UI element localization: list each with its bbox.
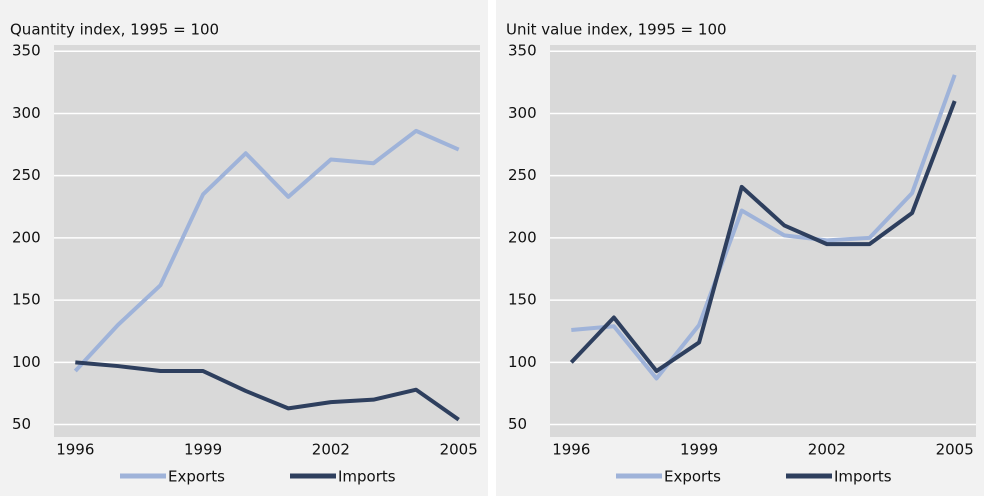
x-tick-label: 2002 — [312, 441, 350, 459]
line-series — [73, 128, 460, 373]
y-tick-label: 300 — [12, 104, 41, 122]
y-tick-label: 150 — [12, 291, 41, 309]
plot-area — [550, 45, 976, 437]
line-series — [571, 74, 957, 381]
legend-label: Imports — [338, 468, 396, 486]
x-tick-label: 2002 — [808, 441, 846, 459]
x-tick-label: 1999 — [680, 441, 718, 459]
y-tick-label: 50 — [508, 415, 527, 433]
legend-label: Imports — [834, 468, 892, 486]
chart-title: Quantity index, 1995 = 100 — [10, 21, 219, 39]
plot-area — [54, 45, 480, 437]
y-tick-label: 50 — [12, 415, 31, 433]
line-series — [569, 100, 957, 374]
y-tick-label: 250 — [12, 166, 41, 184]
x-tick-label: 1996 — [552, 441, 590, 459]
x-tick-label: 2005 — [936, 441, 974, 459]
y-tick-label: 250 — [508, 166, 537, 184]
x-tick-label: 1996 — [56, 441, 94, 459]
y-tick-label: 100 — [508, 353, 537, 371]
chart-title: Unit value index, 1995 = 100 — [506, 21, 727, 39]
legend-label: Exports — [664, 468, 721, 486]
y-tick-label: 100 — [12, 353, 41, 371]
line-series — [75, 360, 460, 422]
y-tick-label: 200 — [12, 228, 41, 246]
y-tick-label: 350 — [12, 42, 41, 60]
y-tick-label: 150 — [508, 291, 537, 309]
y-tick-label: 300 — [508, 104, 537, 122]
y-tick-label: 350 — [508, 42, 537, 60]
x-tick-label: 1999 — [184, 441, 222, 459]
y-tick-label: 200 — [508, 228, 537, 246]
x-tick-label: 2005 — [440, 441, 478, 459]
legend-label: Exports — [168, 468, 225, 486]
